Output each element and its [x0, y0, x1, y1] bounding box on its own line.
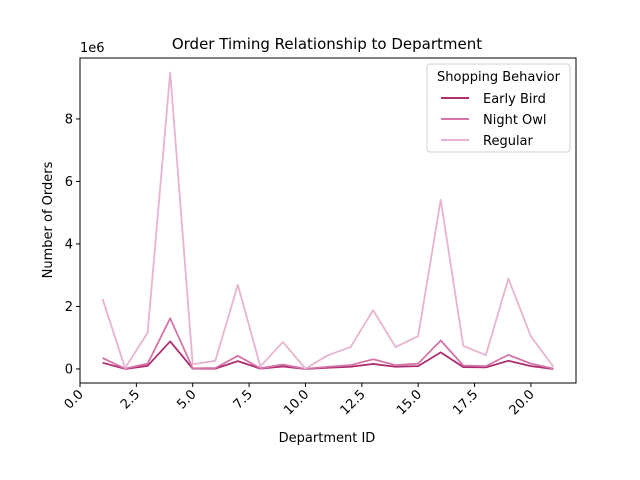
y-tick-label: 8 — [65, 112, 73, 127]
x-tick-label: 20.0 — [507, 387, 538, 418]
legend-box — [426, 63, 571, 153]
y-tick-label: 0 — [65, 362, 73, 377]
x-tick-label: 12.5 — [338, 387, 369, 418]
y-tick-label: 4 — [65, 237, 73, 252]
x-tick-label: 15.0 — [394, 387, 425, 418]
x-tick-label: 2.5 — [118, 387, 143, 412]
y-tick-label: 2 — [65, 300, 73, 315]
y-tick-label: 6 — [65, 175, 73, 190]
x-axis-label: Department ID — [279, 431, 376, 446]
x-tick-label: 17.5 — [450, 387, 481, 418]
x-tick-label: 10.0 — [281, 387, 312, 418]
series-line-regular — [101, 71, 555, 370]
x-tick-label: 7.5 — [231, 387, 256, 412]
plot-frame — [79, 57, 577, 384]
legend-title: Shopping Behavior — [437, 70, 561, 85]
legend-entry: Regular — [483, 134, 534, 149]
legend-entry: Early Bird — [483, 92, 546, 107]
x-tick-label: 5.0 — [174, 387, 199, 412]
y-axis-label: Number of Orders — [41, 161, 56, 278]
legend: Shopping Behavior Early Bird Night Owl Regu… — [426, 63, 571, 153]
chart-title: Order Timing Relationship to Department — [172, 35, 482, 53]
x-tick-label: 0.0 — [62, 387, 87, 412]
legend-entry: Night Owl — [483, 113, 547, 128]
series-line-night-owl — [102, 317, 554, 370]
y-axis-multiplier: 1e6 — [80, 41, 105, 56]
series-line-early-bird — [102, 340, 554, 370]
